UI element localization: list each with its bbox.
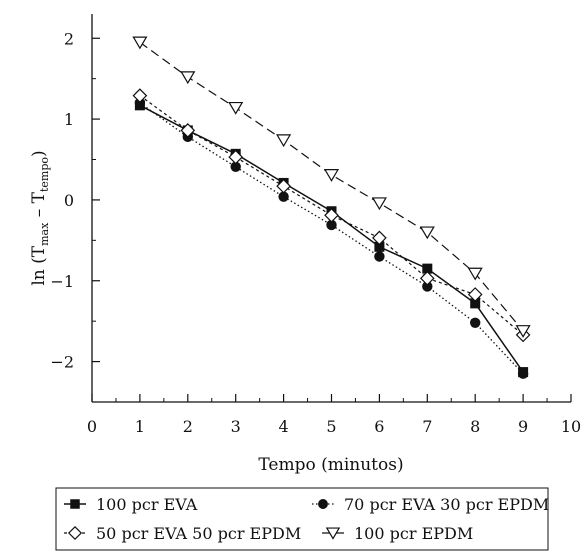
data-point-series-4 (228, 101, 244, 115)
data-point-series-2 (374, 251, 385, 262)
data-point-series-1 (374, 241, 385, 252)
data-point-series-4 (467, 267, 483, 281)
data-point-series-4 (515, 325, 531, 338)
data-point-series-4 (371, 197, 387, 211)
x-tick-label: 7 (422, 417, 432, 436)
legend-label-1: 100 pcr EVA (96, 495, 198, 514)
legend-marker-2 (318, 499, 328, 509)
data-point-series-3 (419, 270, 435, 286)
y-tick-label: 1 (64, 110, 74, 129)
y-axis-label: ln (Tmax – Ttempo) (29, 150, 51, 285)
series-line-2 (139, 102, 524, 375)
x-tick-label: 1 (135, 417, 145, 436)
legend-label-4: 100 pcr EPDM (354, 524, 473, 543)
data-point-series-3 (180, 123, 196, 138)
y-tick-label: −1 (50, 272, 74, 291)
data-point-series-4 (276, 134, 292, 148)
series-line-1 (139, 104, 524, 373)
series-line-4 (139, 41, 524, 332)
data-point-series-4 (419, 226, 435, 240)
x-tick-label: 8 (470, 417, 480, 436)
y-tick-label: 2 (64, 29, 74, 48)
data-point-series-3 (276, 178, 291, 194)
y-label-sub-tempo: tempo (38, 157, 51, 192)
data-point-series-2 (230, 161, 241, 172)
data-point-series-3 (467, 287, 483, 302)
data-point-series-2 (326, 219, 337, 231)
x-tick-label: 10 (561, 417, 580, 436)
data-point-series-2 (278, 191, 289, 202)
data-point-series-2 (517, 368, 529, 379)
x-tick-label: 3 (231, 417, 241, 436)
y-label-prefix: ln (T (29, 245, 49, 285)
legend-marker-1 (70, 499, 80, 509)
legend-label-3: 50 pcr EVA 50 pcr EPDM (96, 524, 301, 543)
y-tick-label: 0 (64, 191, 74, 210)
data-point-series-3 (324, 207, 339, 223)
y-tick-label: −2 (50, 353, 74, 372)
y-label-middle: – T (29, 191, 49, 222)
ticks: 0 1 2 3 4 5 6 7 8 9 10 −2 −1 0 1 2 (50, 29, 580, 436)
y-label-sub-max: max (38, 222, 51, 246)
legend: 100 pcr EVA 70 pcr EVA 30 pcr EPDM 50 pcr … (55, 487, 549, 551)
legend-marker-4 (325, 527, 341, 540)
data-point-series-3 (228, 149, 244, 165)
data-point-series-4 (180, 71, 196, 85)
y-label-suffix: ) (29, 150, 49, 157)
x-tick-label: 5 (326, 417, 336, 436)
x-tick-label: 0 (87, 417, 97, 436)
data-point-series-3 (132, 88, 148, 103)
legend-box (55, 487, 549, 551)
x-tick-label: 9 (518, 417, 528, 436)
data-point-series-4 (132, 36, 148, 50)
legend-marker-3 (67, 525, 83, 541)
x-tick-label: 2 (183, 417, 193, 436)
data-point-series-2 (422, 281, 433, 292)
data-point-series-4 (323, 169, 340, 182)
x-tick-label: 4 (279, 417, 289, 436)
x-axis-label: Tempo (minutos) (258, 455, 403, 475)
data-point-series-1 (470, 298, 481, 309)
data-point-series-2 (470, 317, 481, 328)
data-point-series-1 (422, 263, 433, 274)
data-point-series-3 (372, 230, 387, 246)
series-markers (132, 36, 531, 379)
legend-label-2: 70 pcr EVA 30 pcr EPDM (344, 495, 549, 514)
x-tick-label: 6 (374, 417, 384, 436)
